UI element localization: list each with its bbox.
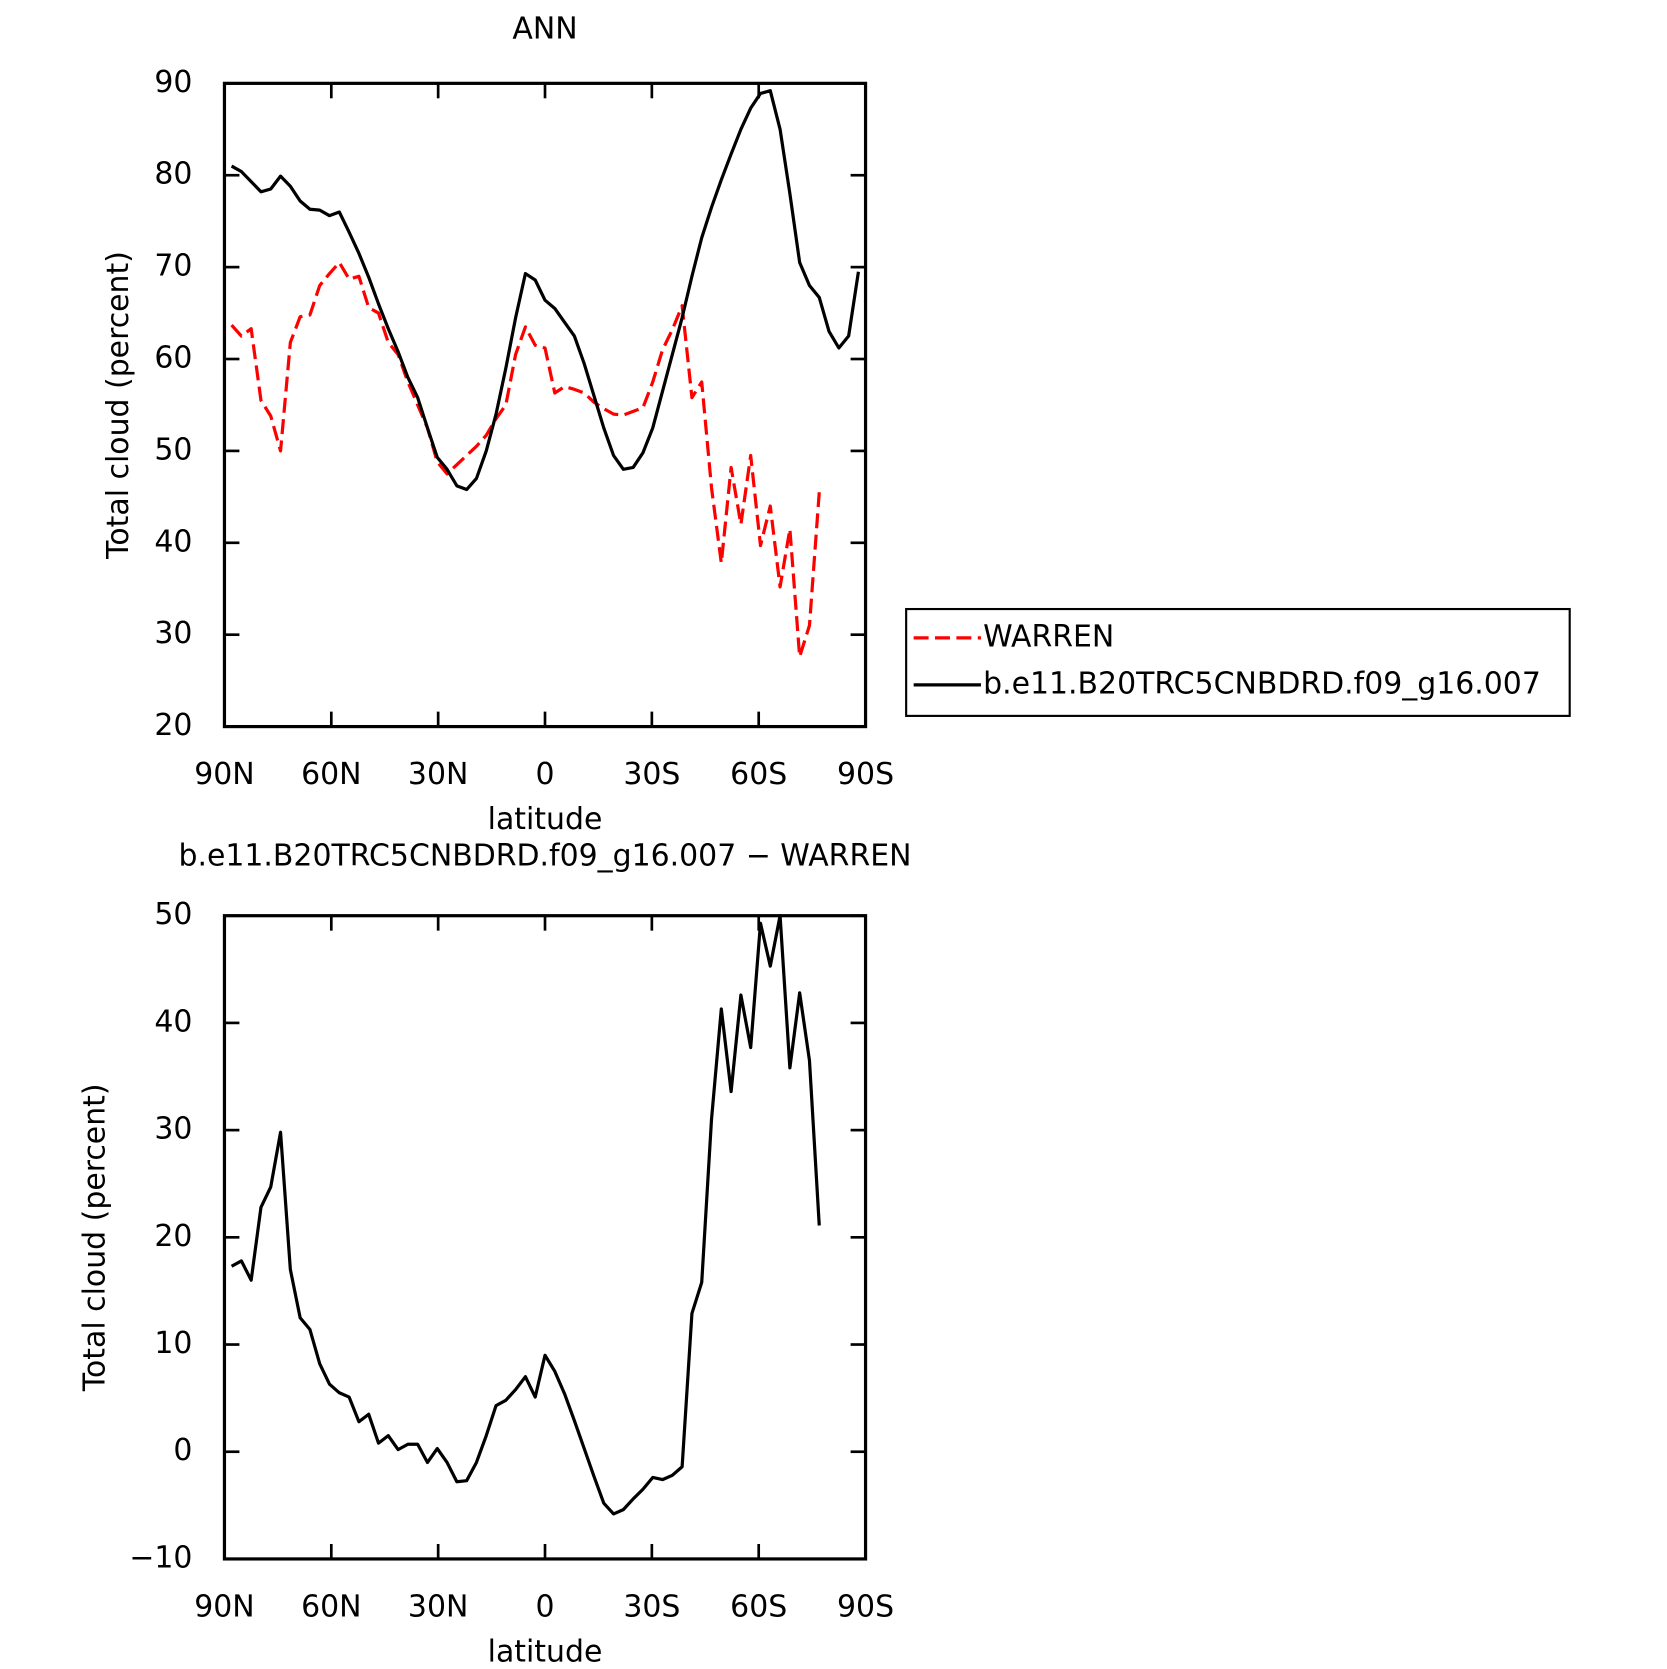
y-tick-label: −10: [129, 1540, 192, 1575]
legend-label: WARREN: [983, 619, 1114, 654]
plot-frame: [222, 81, 868, 729]
y-tick-label: 0: [173, 1433, 192, 1468]
x-tick-label: 30N: [408, 1590, 468, 1625]
y-tick-label: 10: [154, 1326, 192, 1361]
chart-title: ANN: [512, 11, 577, 46]
chart-panel: ANN latitude Total cloud (percent) 20 30 40 50…: [101, 11, 1571, 837]
data-line: [230, 89, 861, 492]
legend-box: [905, 607, 1571, 717]
x-axis-label: latitude: [488, 1634, 603, 1669]
x-tick-label: 30S: [623, 1590, 680, 1625]
y-tick-label: 70: [154, 249, 192, 284]
x-tick-label: 60S: [730, 1590, 787, 1625]
y-axis-label: Total cloud (percent): [101, 251, 136, 560]
plot-frame: [222, 914, 868, 1561]
y-tick-label: 30: [154, 616, 192, 651]
x-axis-label: latitude: [488, 802, 603, 837]
y-tick-label: 20: [154, 708, 192, 743]
y-tick-label: 90: [154, 65, 192, 100]
data-line: [230, 260, 821, 659]
y-tick-label: 20: [154, 1219, 192, 1254]
y-tick-label: 40: [154, 524, 192, 559]
y-axis-label: Total cloud (percent): [78, 1083, 113, 1392]
x-tick-label: 0: [535, 1590, 554, 1625]
y-tick-label: 60: [154, 341, 192, 376]
x-tick-label: 60S: [730, 757, 787, 792]
data-line: [230, 914, 821, 1516]
x-tick-label: 90S: [837, 1590, 894, 1625]
chart-panel: b.e11.B20TRC5CNBDRD.f09_g16.007 − WARREN…: [78, 838, 912, 1669]
x-tick-label: 60N: [301, 757, 361, 792]
y-tick-label: 40: [154, 1004, 192, 1039]
x-tick-label: 90N: [194, 757, 254, 792]
y-tick-label: 50: [154, 897, 192, 932]
chart-title: b.e11.B20TRC5CNBDRD.f09_g16.007 − WARREN: [178, 838, 911, 873]
x-tick-label: 30N: [408, 757, 468, 792]
x-tick-label: 90N: [194, 1590, 254, 1625]
legend-label: b.e11.B20TRC5CNBDRD.f09_g16.007: [983, 666, 1541, 701]
y-tick-label: 30: [154, 1112, 192, 1147]
y-tick-label: 50: [154, 432, 192, 467]
x-tick-label: 60N: [301, 1590, 361, 1625]
y-tick-label: 80: [154, 157, 192, 192]
x-tick-label: 0: [535, 757, 554, 792]
x-tick-label: 30S: [623, 757, 680, 792]
x-tick-label: 90S: [837, 757, 894, 792]
